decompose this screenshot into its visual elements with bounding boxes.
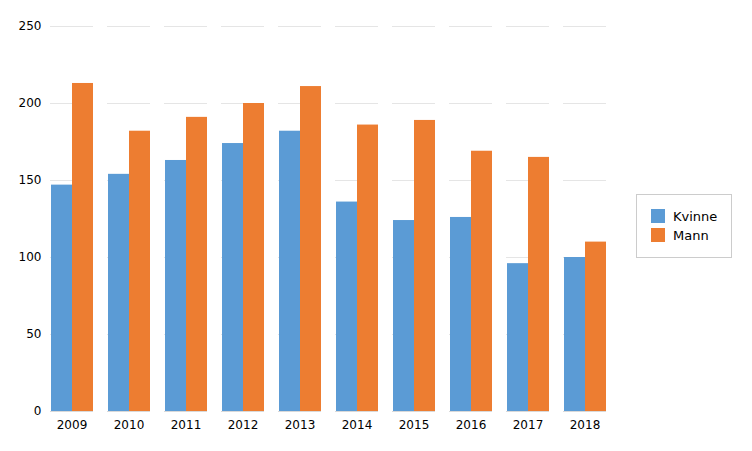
- svg-text:200: 200: [19, 96, 42, 110]
- svg-text:2018: 2018: [570, 418, 601, 432]
- svg-text:2014: 2014: [342, 418, 373, 432]
- svg-text:50: 50: [26, 327, 41, 341]
- svg-text:2013: 2013: [285, 418, 316, 432]
- svg-text:2015: 2015: [399, 418, 430, 432]
- svg-text:0: 0: [34, 404, 42, 418]
- html-text:Kvinne: Kvinne: [673, 208, 718, 224]
- svg-text:2010: 2010: [114, 418, 145, 432]
- svg-text:2011: 2011: [171, 418, 202, 432]
- svg-text:2016: 2016: [456, 418, 487, 432]
- svg-text:250: 250: [19, 19, 42, 33]
- html-text:Mann: Mann: [673, 227, 709, 243]
- svg-text:100: 100: [19, 250, 42, 264]
- svg-text:2009: 2009: [57, 418, 88, 432]
- svg-text:2017: 2017: [513, 418, 544, 432]
- svg-text:150: 150: [19, 173, 42, 187]
- svg-text:2012: 2012: [228, 418, 259, 432]
